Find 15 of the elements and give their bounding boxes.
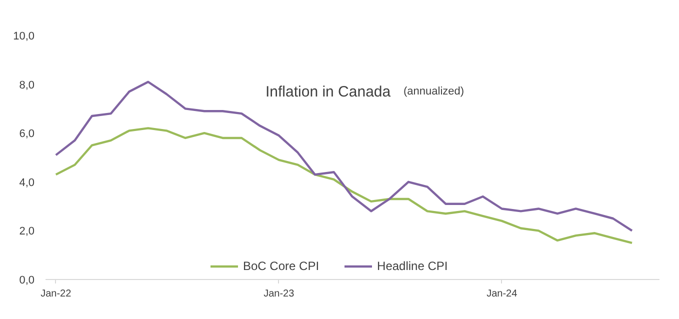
legend-label: Headline CPI: [377, 259, 448, 273]
line-series: [54, 80, 634, 232]
y-tick-label: 10,0: [13, 30, 35, 42]
text: Inflation in Canada: [266, 84, 392, 100]
x-tick-label: Jan-22: [40, 288, 72, 300]
x-tick-label: Jan-24: [486, 288, 518, 300]
y-tick-label: 0,0: [19, 274, 35, 286]
line-series: [54, 127, 634, 244]
y-tick-label: 2,0: [19, 226, 35, 238]
text: (annualized): [404, 86, 464, 98]
y-tick-label: 6,0: [19, 128, 35, 140]
legend-label: BoC Core CPI: [243, 259, 320, 273]
y-tick-label: 4,0: [19, 176, 35, 189]
y-tick-label: 8,0: [19, 79, 35, 92]
x-tick-label: Jan-23: [264, 288, 295, 300]
